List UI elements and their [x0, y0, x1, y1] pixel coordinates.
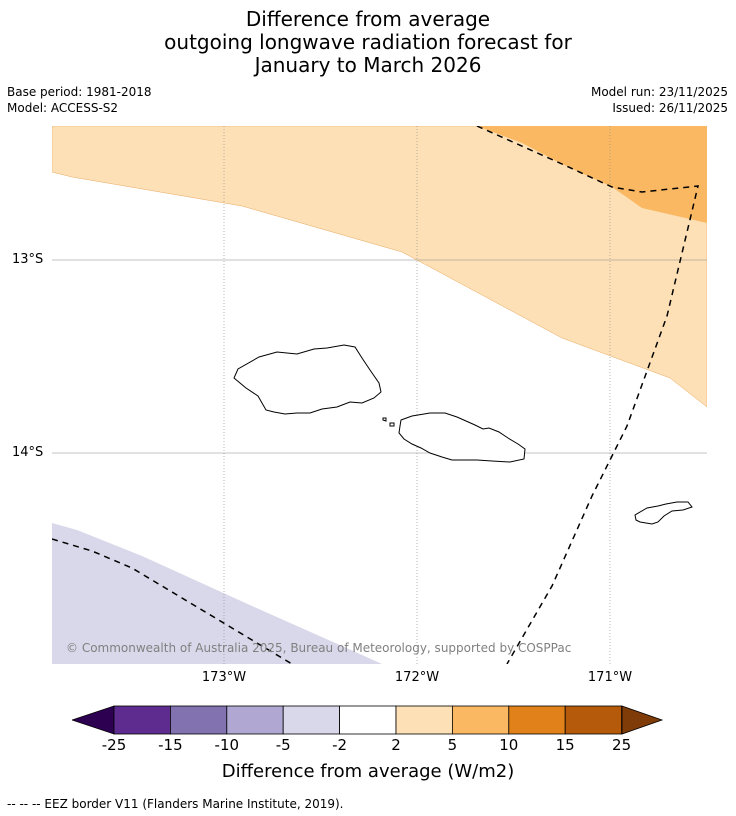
colorbar-title: Difference from average (W/m2): [221, 761, 515, 782]
colorbar-bin: [170, 705, 228, 735]
region-pale-orange: [52, 126, 707, 408]
eez-border-east: [476, 126, 699, 664]
meta-left: Base period: 1981-2018 Model: ACCESS-S2: [7, 84, 152, 116]
lon-label-172w: 172°W: [394, 670, 440, 685]
manono-island: [382, 417, 387, 422]
colorbar-tick-label: -10: [214, 736, 240, 754]
land: [233, 344, 693, 525]
region-pale-purple: [52, 523, 382, 664]
colorbar-tick-label: 5: [447, 736, 458, 754]
region-mid-orange: [477, 126, 707, 223]
lat-label-13s: 13°S: [12, 252, 44, 267]
upolu-island: [398, 412, 526, 463]
colorbar-tick-label: -15: [158, 736, 183, 754]
meta-right: Model run: 23/11/2025 Issued: 26/11/2025: [591, 84, 728, 116]
graticule: [52, 126, 707, 664]
tutuila-island: [634, 501, 693, 525]
eez-border: [52, 126, 699, 664]
title-line-1: Difference from average: [245, 7, 491, 31]
lon-label-171w: 171°W: [587, 670, 633, 685]
colorbar-tick-label: -2: [332, 736, 348, 754]
title-line-2: outgoing longwave radiation forecast for: [164, 30, 572, 54]
colorbar: [72, 705, 664, 735]
colorbar-bins: [113, 705, 623, 735]
colorbar-bin: [282, 705, 340, 735]
colorbar-bin: [226, 705, 284, 735]
colorbar-bin: [451, 705, 510, 735]
model-run: Model run: 23/11/2025: [590, 85, 728, 99]
savaii-island: [233, 344, 382, 415]
colorbar-bin: [508, 705, 566, 735]
lat-label-14s: 14°S: [12, 445, 44, 460]
colorbar-tick-label: 2: [391, 736, 401, 754]
copyright-notice: © Commonwealth of Australia 2025, Bureau…: [66, 641, 572, 655]
colorbar-under-arrow: [72, 705, 115, 735]
lon-label-173w: 173°W: [201, 670, 247, 685]
colorbar-bin: [395, 705, 453, 735]
model-name: Model: ACCESS-S2: [7, 101, 119, 115]
eez-border-southwest: [52, 538, 293, 664]
colorbar-tick-label: -25: [101, 736, 127, 754]
issued-date: Issued: 26/11/2025: [612, 101, 728, 115]
colorbar-tick-label: 15: [555, 736, 575, 754]
map-panel: [52, 126, 707, 664]
colorbar-bin: [339, 705, 397, 735]
colorbar-bin: [564, 705, 623, 735]
apolima-island: [389, 422, 395, 427]
colorbar-tick-label: -5: [275, 736, 291, 754]
title-line-3: January to March 2026: [254, 53, 482, 77]
colorbar-over-arrow: [621, 705, 664, 735]
base-period: Base period: 1981-2018: [7, 85, 152, 99]
colorbar-bin: [113, 705, 171, 735]
chart-title: Difference from average outgoing longwav…: [0, 8, 736, 77]
colorbar-tick-label: 10: [499, 736, 519, 754]
colorbar-tick-label: 25: [612, 736, 632, 754]
eez-legend-note: -- -- -- EEZ border V11 (Flanders Marine…: [7, 797, 344, 811]
